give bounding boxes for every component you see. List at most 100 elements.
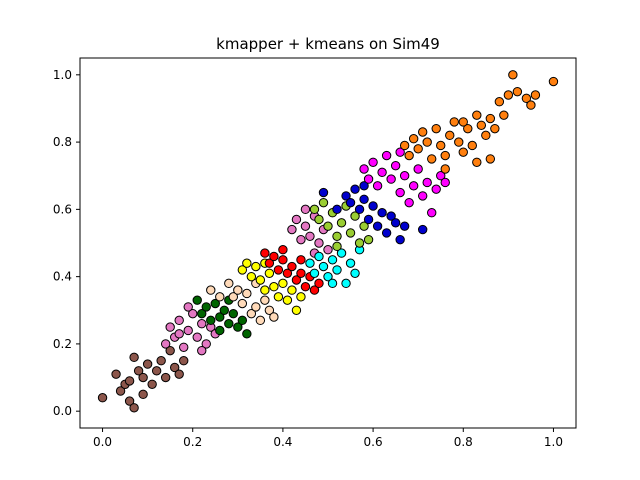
x-tick-label: 0.4 — [273, 435, 292, 449]
scatter-point — [386, 211, 396, 221]
scatter-point — [359, 181, 369, 191]
scatter-point — [242, 288, 252, 299]
scatter-point — [327, 255, 338, 265]
scatter-point — [111, 369, 121, 379]
scatter-point — [251, 261, 261, 272]
scatter-point — [201, 302, 211, 312]
scatter-point — [287, 285, 297, 295]
scatter-point — [228, 292, 239, 302]
scatter-point — [472, 110, 482, 120]
scatter-point — [395, 187, 405, 198]
scatter-point — [300, 204, 311, 215]
scatter-point — [174, 315, 184, 326]
scatter-point — [138, 372, 148, 383]
scatter-point — [427, 154, 437, 164]
scatter-point — [485, 154, 496, 164]
chart-title: kmapper + kmeans on Sim49 — [216, 35, 440, 53]
scatter-point — [386, 174, 396, 184]
scatter-point — [264, 305, 275, 315]
scatter-point — [345, 258, 356, 268]
scatter-point — [494, 97, 505, 107]
scatter-point — [417, 127, 428, 137]
scatter-point — [138, 389, 148, 400]
scatter-point — [512, 86, 523, 97]
x-tick-label: 0.2 — [183, 435, 202, 449]
scatter-point — [390, 160, 401, 171]
scatter-point — [269, 251, 279, 262]
scatter-point — [467, 140, 477, 151]
x-tick-label: 0.6 — [364, 435, 383, 449]
scatter-point — [323, 245, 333, 255]
scatter-point — [192, 295, 202, 305]
scatter-point — [481, 130, 491, 141]
scatter-point — [296, 268, 306, 278]
scatter-point — [413, 144, 423, 154]
x-tick-label: 1.0 — [544, 435, 563, 449]
scatter-point — [417, 224, 428, 235]
scatter-point — [395, 147, 405, 157]
scatter-point — [237, 315, 248, 326]
scatter-point — [242, 329, 252, 339]
scatter-point — [278, 278, 288, 289]
scatter-point — [300, 221, 311, 231]
y-tick-label: 0.4 — [53, 270, 72, 284]
x-tick-label: 0.8 — [454, 435, 473, 449]
scatter-point — [260, 285, 270, 295]
scatter-point — [179, 356, 189, 366]
scatter-point — [417, 191, 428, 201]
scatter-point — [499, 110, 509, 120]
scatter-point — [341, 191, 351, 201]
scatter-point — [318, 261, 329, 272]
scatter-point — [458, 147, 468, 157]
scatter-point — [404, 150, 414, 161]
scatter-point — [115, 386, 126, 396]
scatter-point — [201, 339, 211, 349]
scatter-point — [309, 285, 320, 295]
scatter-point — [548, 76, 559, 87]
plot-frame — [79, 57, 577, 429]
scatter-point — [390, 218, 401, 228]
scatter-point — [472, 157, 482, 167]
scatter-point — [206, 285, 216, 295]
scatter-point — [314, 214, 324, 225]
scatter-point — [260, 248, 270, 258]
scatter-point — [336, 248, 347, 258]
scatter-point — [363, 174, 374, 184]
scatter-point — [399, 140, 410, 151]
x-axis: 0.0 0.2 0.4 0.6 0.8 1.0 — [93, 428, 563, 449]
scatter-point — [314, 251, 324, 262]
scatter-point — [395, 234, 405, 245]
scatter-point — [165, 345, 175, 356]
x-tick-label: 0.0 — [93, 435, 112, 449]
scatter-point — [278, 255, 288, 265]
scatter-point — [296, 255, 306, 265]
scatter-point — [332, 204, 342, 215]
scatter-point — [454, 137, 464, 147]
scatter-point — [490, 123, 500, 134]
scatter-point — [282, 268, 293, 278]
scatter-point — [332, 265, 342, 275]
scatter-point — [233, 285, 243, 295]
scatter-point — [156, 356, 166, 366]
scatter-point — [264, 268, 275, 278]
scatter-point — [188, 308, 198, 319]
scatter-point — [197, 308, 207, 319]
scatter-point — [359, 194, 369, 204]
y-tick-label: 0.6 — [53, 202, 72, 216]
scatter-point — [323, 221, 333, 231]
scatter-point — [341, 278, 351, 289]
scatter-point — [219, 305, 229, 315]
scatter-point — [345, 228, 356, 238]
scatter-point — [350, 211, 360, 221]
scatter-point — [354, 204, 365, 215]
y-axis: 0.0 0.2 0.4 0.6 0.8 1.0 — [53, 68, 80, 418]
scatter-point — [174, 369, 184, 379]
scatter-point — [237, 265, 248, 275]
scatter-point — [273, 292, 284, 302]
scatter-point — [318, 187, 329, 198]
scatter-point — [350, 268, 360, 278]
scatter-point — [183, 302, 193, 312]
scatter-point — [215, 325, 225, 336]
y-tick-label: 0.8 — [53, 135, 72, 149]
scatter-point — [147, 379, 157, 389]
